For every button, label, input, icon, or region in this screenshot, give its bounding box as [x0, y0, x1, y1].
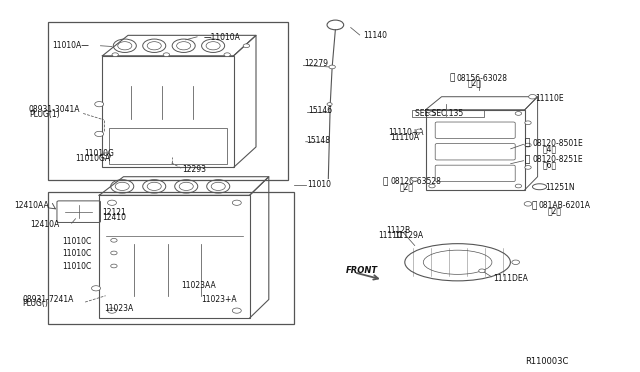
Text: 11010C: 11010C: [62, 262, 92, 271]
Text: 11251N: 11251N: [545, 183, 575, 192]
Text: 11110A: 11110A: [390, 133, 419, 142]
Circle shape: [224, 53, 230, 57]
Circle shape: [416, 129, 422, 133]
Text: 12410A: 12410A: [30, 220, 60, 229]
Text: 15146: 15146: [308, 106, 332, 115]
Circle shape: [232, 308, 241, 313]
Text: 08120-63528: 08120-63528: [390, 177, 441, 186]
Text: 11110E: 11110E: [535, 94, 564, 103]
Text: 08120-8251E: 08120-8251E: [532, 155, 583, 164]
Text: 11010C: 11010C: [62, 249, 92, 258]
Circle shape: [112, 53, 118, 57]
Circle shape: [327, 103, 332, 106]
Text: 08931-3041A: 08931-3041A: [29, 105, 80, 114]
Circle shape: [329, 65, 335, 69]
Text: 08156-63028: 08156-63028: [457, 74, 508, 83]
Text: R110003C: R110003C: [525, 357, 568, 366]
Text: 11010G: 11010G: [84, 149, 115, 158]
Text: 12121: 12121: [102, 208, 126, 217]
Text: （2）: （2）: [467, 79, 481, 88]
Text: （2）: （2）: [400, 182, 414, 191]
Circle shape: [111, 238, 117, 242]
Circle shape: [429, 112, 435, 115]
Text: PLUG(): PLUG(): [22, 299, 48, 308]
Circle shape: [412, 177, 418, 181]
Text: Ⓑ: Ⓑ: [449, 74, 454, 83]
Text: 12410AA: 12410AA: [14, 201, 49, 210]
Circle shape: [524, 202, 532, 206]
Text: 11110: 11110: [378, 231, 402, 240]
Text: Ⓑ: Ⓑ: [531, 201, 536, 210]
Text: FRONT: FRONT: [346, 266, 378, 275]
Text: Ⓑ: Ⓑ: [383, 177, 388, 186]
Text: 11010: 11010: [307, 180, 332, 189]
Text: 081AB-6201A: 081AB-6201A: [539, 201, 591, 210]
Circle shape: [111, 251, 117, 255]
Circle shape: [108, 308, 116, 313]
Text: （6）: （6）: [543, 160, 557, 169]
Text: 11023+A: 11023+A: [202, 295, 237, 304]
Text: 11023A: 11023A: [104, 304, 134, 312]
Circle shape: [525, 166, 531, 169]
Text: 1111DEA: 1111DEA: [493, 274, 527, 283]
Text: 11023AA: 11023AA: [181, 281, 216, 290]
Circle shape: [525, 143, 531, 147]
Circle shape: [515, 184, 522, 188]
Text: （2）: （2）: [547, 206, 561, 215]
Text: 11129A: 11129A: [394, 231, 424, 240]
Circle shape: [163, 53, 170, 57]
Text: 08120-8501E: 08120-8501E: [532, 139, 583, 148]
Circle shape: [92, 286, 100, 291]
Circle shape: [108, 200, 116, 205]
Text: —11010A: —11010A: [204, 33, 241, 42]
Circle shape: [232, 200, 241, 205]
Circle shape: [95, 102, 104, 107]
Text: 1112B: 1112B: [386, 226, 410, 235]
Text: PLUG(1): PLUG(1): [29, 110, 60, 119]
Text: 12293: 12293: [182, 165, 206, 174]
Circle shape: [515, 112, 522, 115]
Circle shape: [243, 44, 250, 48]
Text: SEE SEC.135: SEE SEC.135: [415, 109, 463, 118]
Text: 11010GA: 11010GA: [75, 154, 110, 163]
Text: 11010C: 11010C: [62, 237, 92, 246]
Text: 12279: 12279: [305, 60, 329, 68]
Text: 11110+A: 11110+A: [388, 128, 424, 137]
Circle shape: [529, 94, 536, 99]
Text: 08931-7241A: 08931-7241A: [22, 295, 74, 304]
Circle shape: [111, 264, 117, 268]
Text: 11140: 11140: [364, 31, 388, 40]
Circle shape: [479, 269, 485, 273]
Text: （4）: （4）: [543, 144, 557, 153]
Text: 11010A—: 11010A—: [52, 41, 90, 50]
Text: 15148: 15148: [307, 136, 331, 145]
Circle shape: [525, 121, 531, 125]
Text: 12410: 12410: [102, 214, 127, 222]
Text: Ⓑ: Ⓑ: [525, 139, 530, 148]
Text: Ⓑ: Ⓑ: [525, 155, 530, 164]
Circle shape: [95, 131, 104, 137]
Circle shape: [429, 184, 435, 188]
Circle shape: [512, 260, 520, 264]
